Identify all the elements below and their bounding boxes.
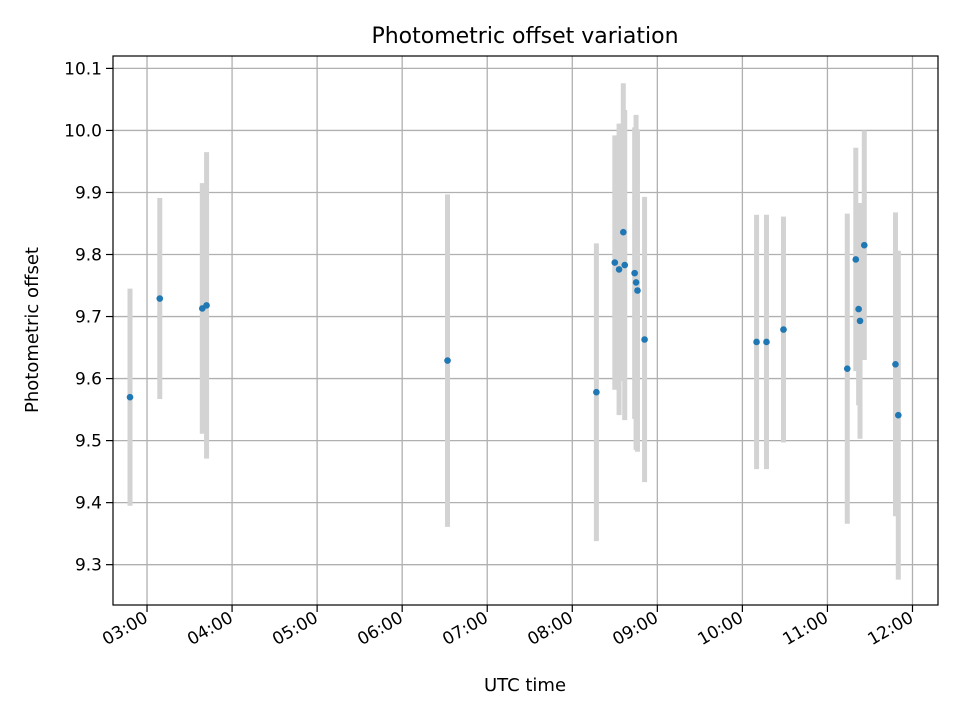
data-point xyxy=(860,241,868,249)
data-point xyxy=(780,326,787,333)
y-tick-label: 9.4 xyxy=(75,494,102,514)
data-point xyxy=(444,357,451,364)
data-point xyxy=(621,261,629,269)
data-point xyxy=(126,393,134,401)
data-point xyxy=(641,336,648,343)
data-points xyxy=(126,228,902,419)
plot-frame xyxy=(112,55,939,606)
data-point xyxy=(763,338,770,346)
chart-title: Photometric offset variation xyxy=(371,24,678,49)
y-tick-label: 9.5 xyxy=(75,432,102,452)
data-point xyxy=(852,256,860,263)
data-point xyxy=(843,365,851,372)
y-tick-label: 9.6 xyxy=(75,370,102,390)
y-tick-label: 9.9 xyxy=(75,183,102,203)
data-point xyxy=(895,411,902,419)
data-point xyxy=(203,302,210,309)
y-tick-label: 9.8 xyxy=(75,246,102,266)
data-point xyxy=(856,317,864,325)
x-axis-label: UTC time xyxy=(484,675,566,696)
y-tick-label: 10.0 xyxy=(64,121,102,141)
y-axis-label: Photometric offset xyxy=(22,247,43,413)
data-point xyxy=(620,228,627,236)
data-point xyxy=(892,361,899,368)
y-axis-ticks: 9.3 9.4 9.5 9.6 9.7 9.8 9.9 10.0 10.1 xyxy=(64,59,113,576)
data-point xyxy=(631,269,638,277)
y-tick-label: 9.7 xyxy=(75,308,102,328)
y-tick-label: 9.3 xyxy=(75,556,102,576)
data-point xyxy=(634,287,641,294)
data-point xyxy=(611,259,619,266)
data-point xyxy=(615,266,623,273)
data-point xyxy=(156,295,164,302)
y-tick-label: 10.1 xyxy=(64,59,102,79)
data-point xyxy=(632,279,640,286)
data-point xyxy=(593,388,600,396)
data-point xyxy=(855,305,862,313)
data-point xyxy=(753,338,760,346)
grid-lines xyxy=(113,56,938,605)
